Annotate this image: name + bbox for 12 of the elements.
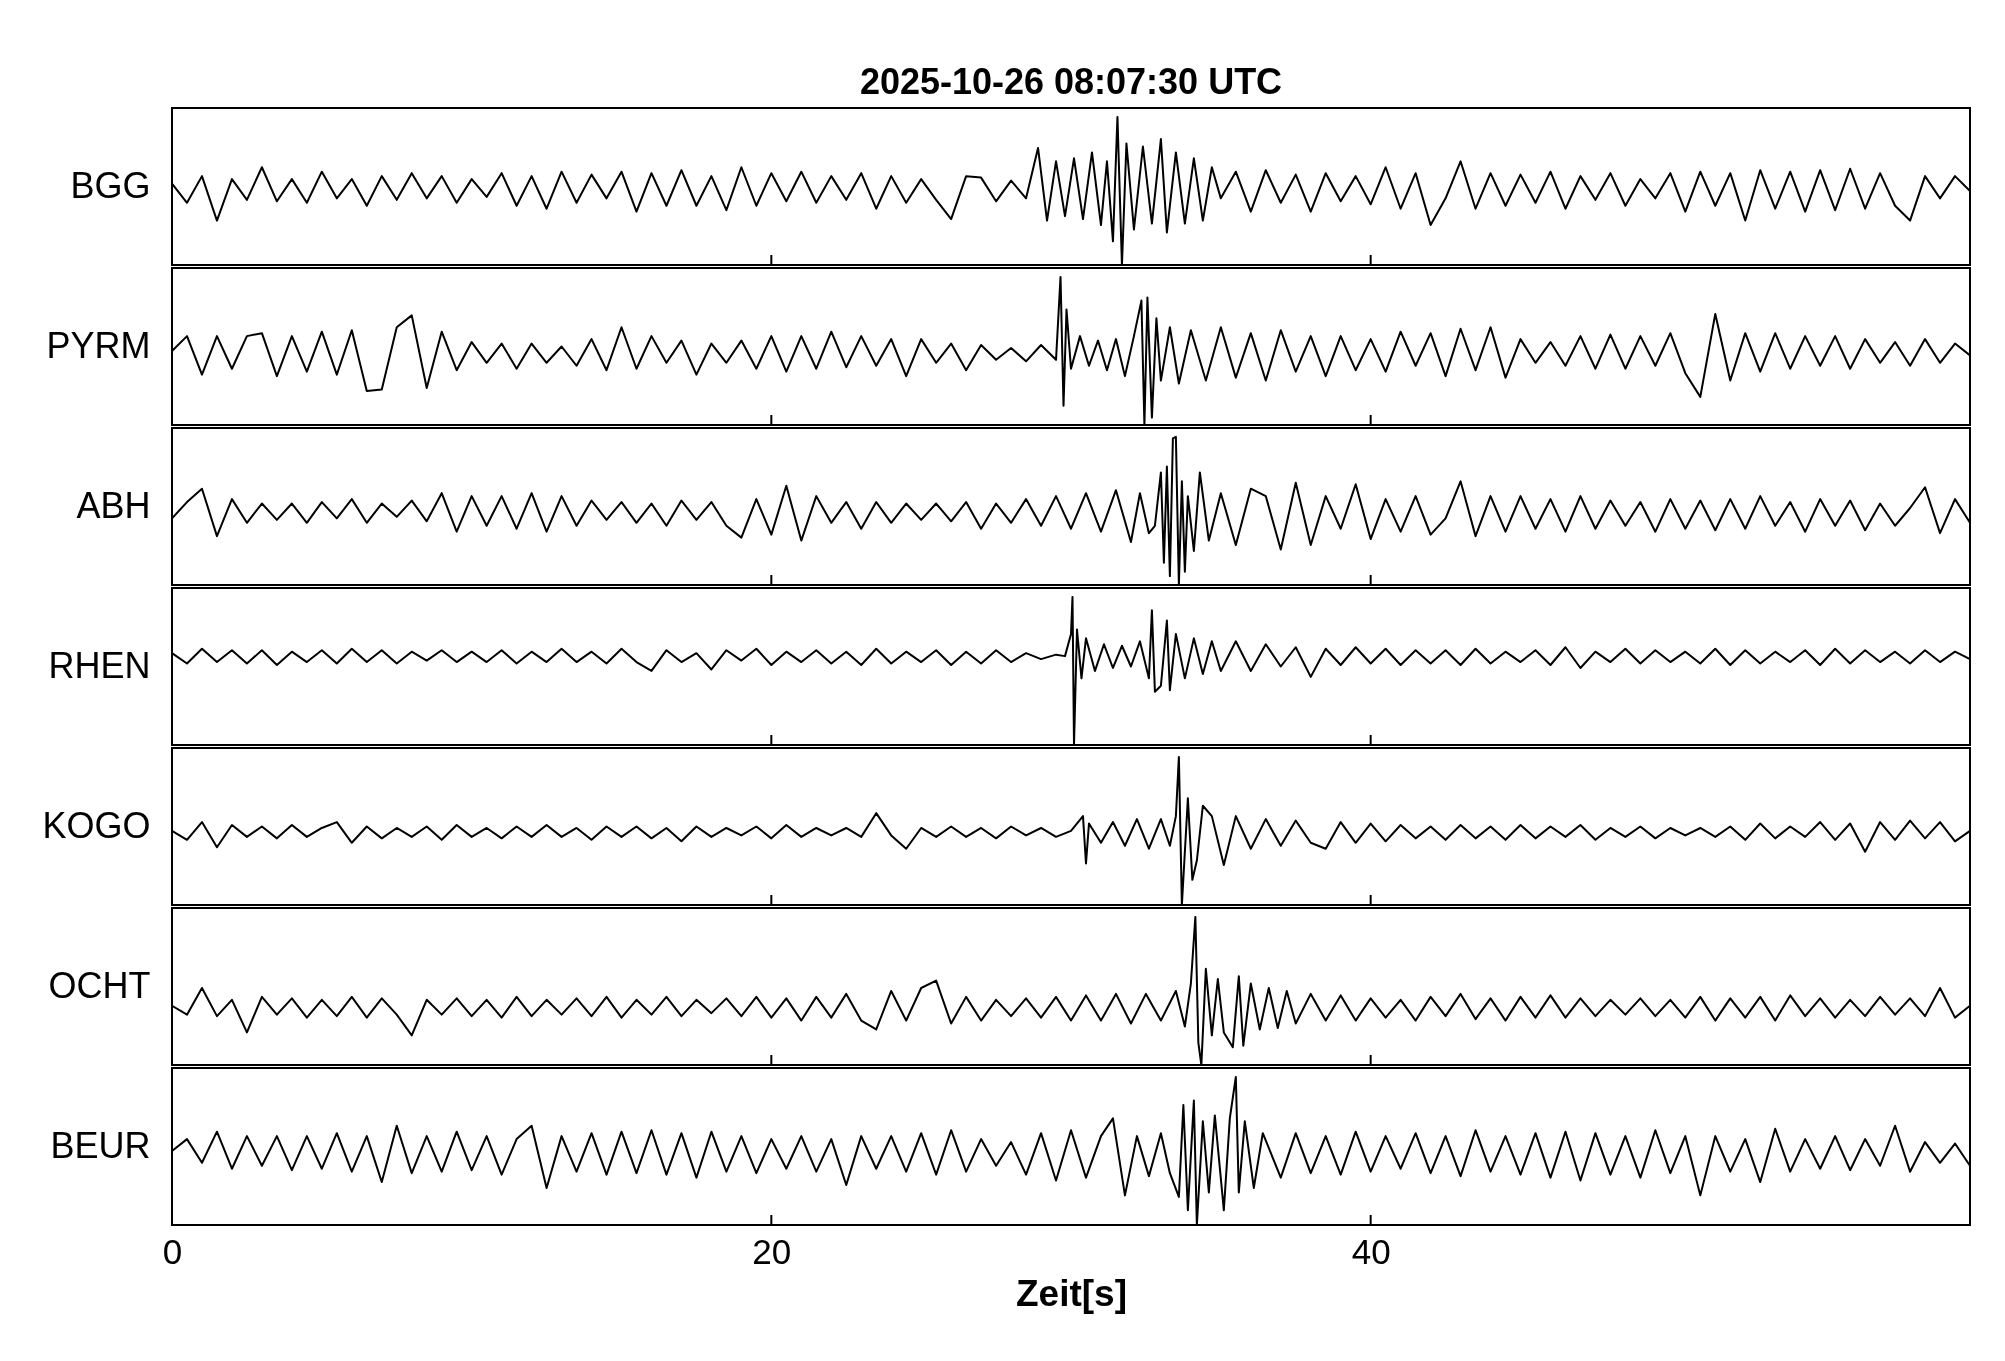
y-axis-title: ABH bbox=[76, 485, 151, 526]
y-axis-title: RHEN bbox=[48, 645, 151, 686]
x-tick-label: 40 bbox=[1351, 1231, 1391, 1271]
x-tick-label: 0 bbox=[162, 1231, 183, 1271]
chart-title: 2025-10-26 08:07:30 UTC bbox=[859, 61, 1283, 102]
x-tick-label: 20 bbox=[752, 1231, 792, 1271]
y-axis-title: BEUR bbox=[50, 1125, 151, 1166]
y-axis-title: PYRM bbox=[46, 325, 151, 366]
y-axis-title: OCHT bbox=[48, 965, 151, 1006]
y-axis-title: BGG bbox=[70, 165, 151, 206]
x-axis-title: Zeit[s] bbox=[1016, 1272, 1127, 1314]
y-axis-title: KOGO bbox=[42, 805, 151, 846]
